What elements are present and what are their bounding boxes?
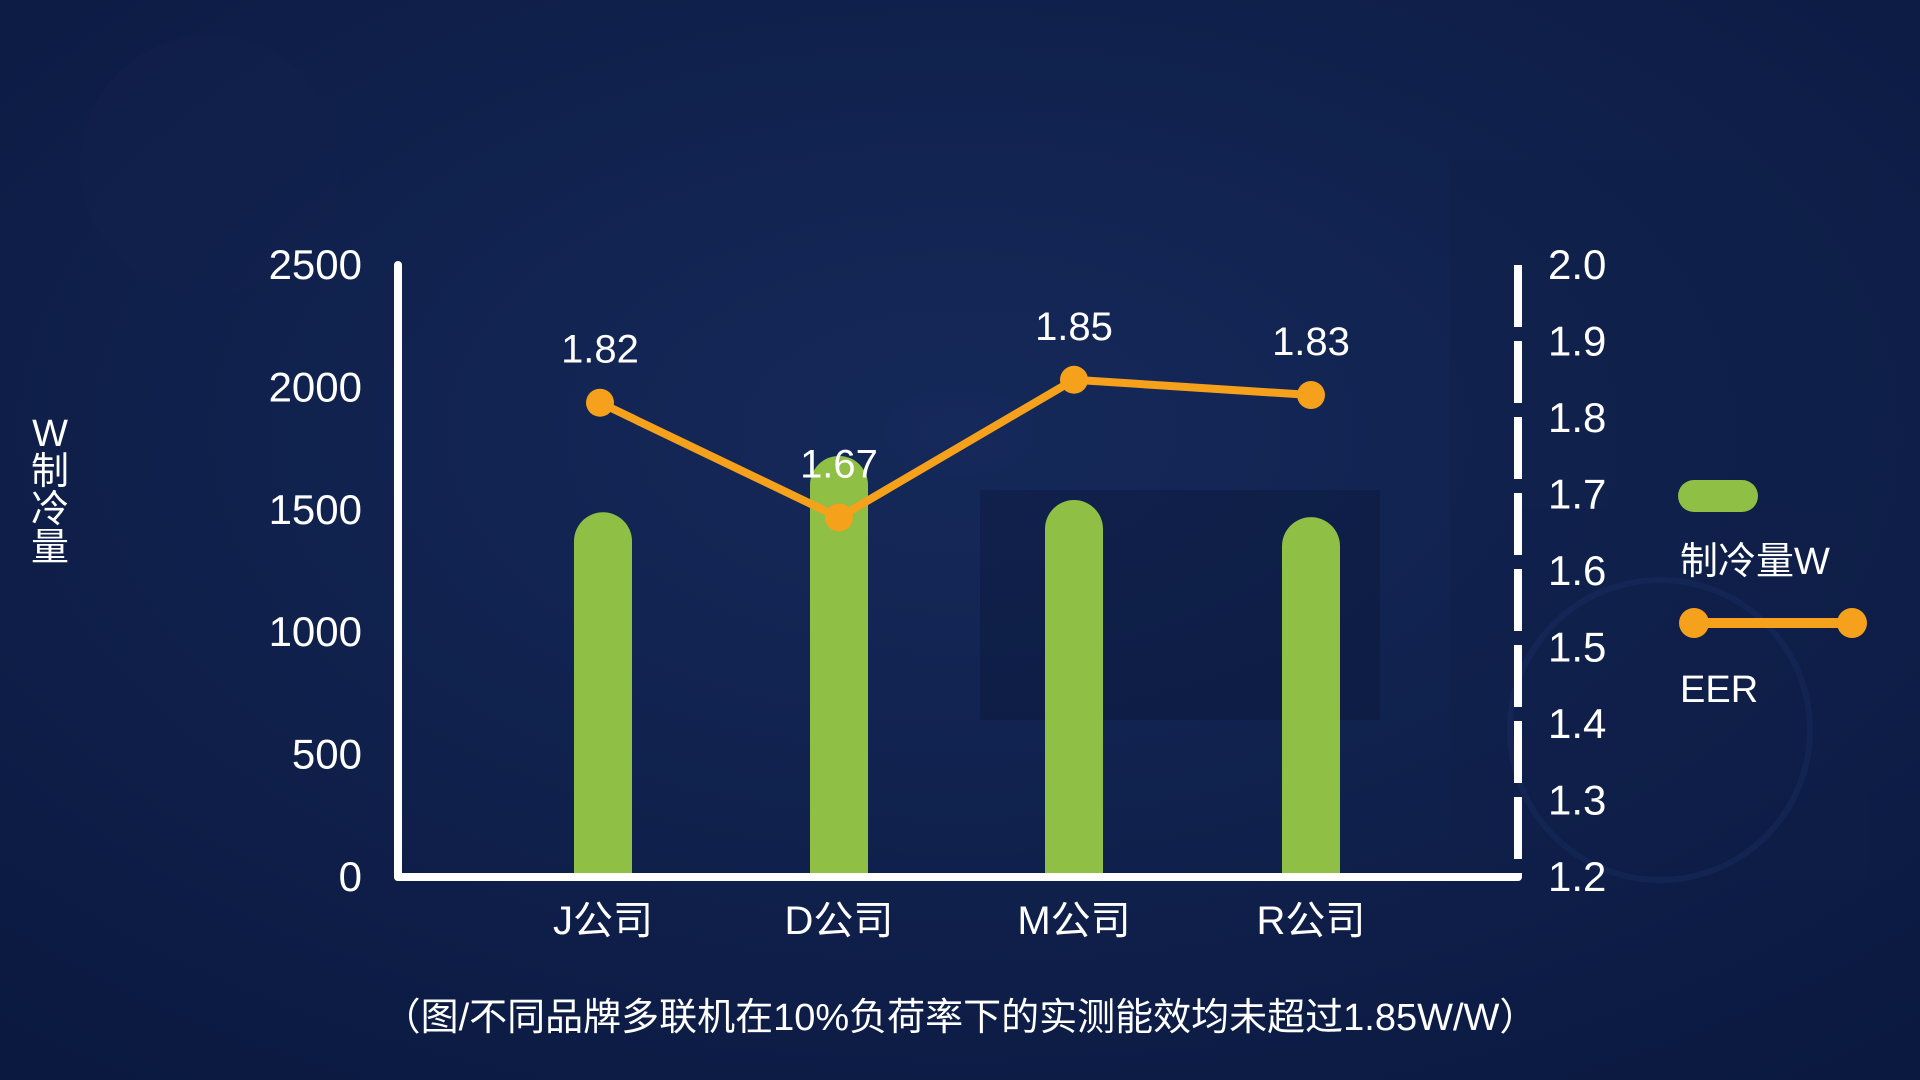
bar-series	[574, 455, 1340, 873]
eer-point	[586, 388, 614, 417]
chart-caption: （图/不同品牌多联机在10%负荷率下的实测能效均未超过1.85W/W）	[383, 997, 1538, 1039]
category-labels: J公司 D公司 M公司 R公司	[553, 899, 1365, 943]
right-tick-label: 1.4	[1548, 700, 1606, 747]
left-tick-label: 1000	[269, 608, 362, 655]
eer-point	[1060, 365, 1088, 394]
eer-data-label: 1.85	[1035, 305, 1113, 349]
eer-line	[598, 375, 1312, 522]
right-tick-label: 1.8	[1548, 394, 1606, 441]
category-label: D公司	[785, 899, 894, 943]
clock-decoration	[80, 35, 340, 295]
legend-bar-swatch	[1678, 480, 1758, 512]
right-tick-label: 2.0	[1548, 241, 1606, 288]
left-axis-ticks: 0 500 1000 1500 2000 2500	[269, 241, 362, 900]
right-tick-label: 1.7	[1548, 471, 1606, 518]
category-label: J公司	[553, 899, 653, 943]
right-tick-label: 1.2	[1548, 853, 1606, 900]
line-series: 1.82 1.67 1.85 1.83	[561, 305, 1350, 532]
eer-point	[1297, 381, 1325, 410]
left-tick-label: 2000	[269, 363, 362, 410]
right-tick-label: 1.6	[1548, 547, 1606, 594]
right-axis-ticks: 1.2 1.3 1.4 1.5 1.6 1.7 1.8 1.9 2.0	[1548, 241, 1606, 900]
bar-body	[810, 484, 868, 873]
bar-body	[1282, 546, 1340, 873]
legend-line-marker-start	[1679, 608, 1709, 638]
legend-bar-label: 制冷量W	[1680, 541, 1830, 583]
left-tick-label: 2500	[269, 241, 362, 288]
eer-data-label: 1.82	[561, 328, 639, 372]
right-tick-label: 1.5	[1548, 624, 1606, 671]
eer-point	[825, 503, 853, 532]
eer-data-label: 1.83	[1272, 320, 1350, 364]
legend-line-label: EER	[1680, 669, 1758, 711]
bar-body	[574, 541, 632, 873]
left-tick-label: 0	[339, 853, 362, 900]
eer-data-label: 1.67	[800, 442, 878, 486]
category-label: M公司	[1017, 899, 1130, 943]
left-tick-label: 1500	[269, 486, 362, 533]
left-tick-label: 500	[292, 731, 362, 778]
bar-body	[1045, 529, 1103, 873]
left-axis-label: W 制冷量	[31, 413, 69, 569]
legend-line-marker-end	[1837, 608, 1867, 638]
right-tick-label: 1.9	[1548, 318, 1606, 365]
legend: 制冷量W EER	[1678, 480, 1867, 711]
speaker-decoration	[1507, 577, 1813, 883]
category-label: R公司	[1257, 899, 1366, 943]
right-tick-label: 1.3	[1548, 777, 1606, 824]
